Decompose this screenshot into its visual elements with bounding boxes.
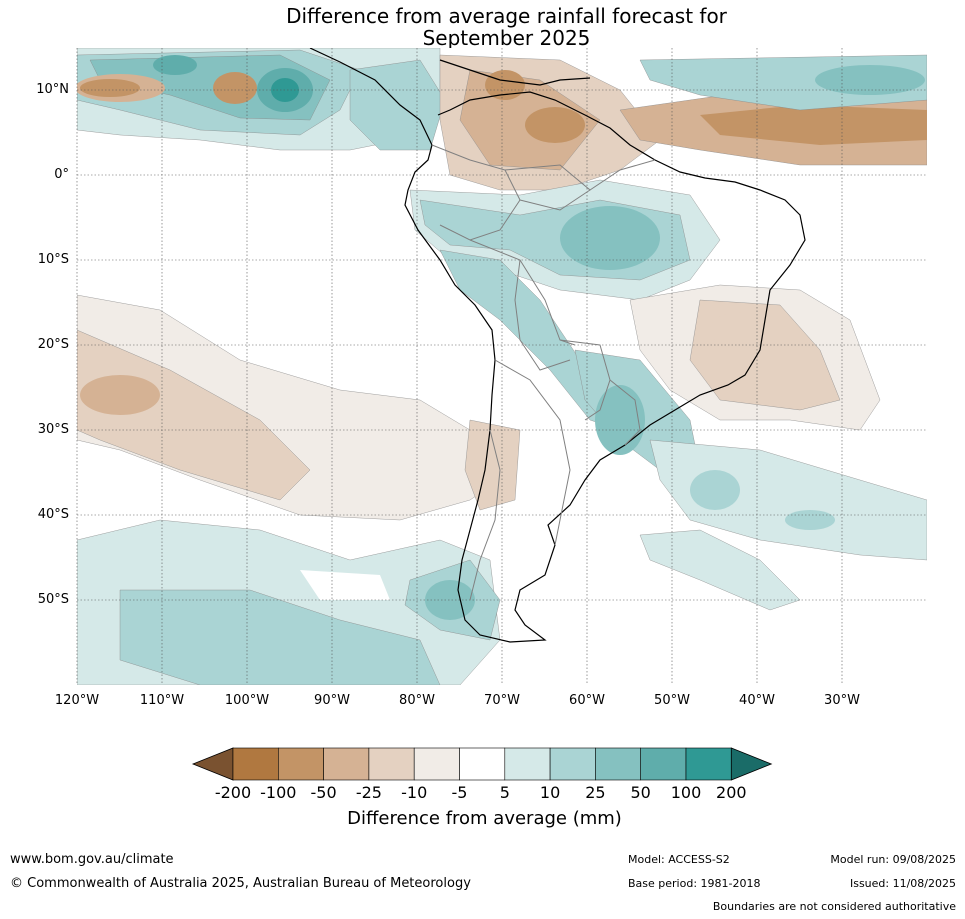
colorbar-tick-label: -5 [451,783,468,802]
lat-label-30s: 30°S [37,422,69,437]
colorbar-cell [640,747,687,781]
lon-label-90w: 90°W [314,693,350,708]
boundaries-disclaimer: Boundaries are not considered authoritat… [712,900,956,913]
copyright-text: © Commonwealth of Australia 2025, Austra… [10,876,471,891]
colorbar-tick-label: 25 [585,783,606,802]
colorbar-tick-label: 200 [716,783,747,802]
rainfall-map [76,48,927,685]
colorbar-tick-label: -50 [310,783,337,802]
colorbar-tick-label: -200 [214,783,252,802]
model-run-text: Model run: 09/08/2025 [830,853,956,866]
lon-label-120w: 120°W [54,693,100,708]
lon-label-60w: 60°W [569,693,605,708]
base-period-text: Base period: 1981-2018 [628,877,761,890]
map-title-line-2: September 2025 [422,26,591,50]
colorbar-tick-label: 5 [499,783,510,802]
lon-label-100w: 100°W [224,693,270,708]
colorbar-extend-high [730,747,773,781]
colorbar-cell [368,747,415,781]
colorbar-cell [595,747,641,781]
model-text: Model: ACCESS-S2 [628,853,730,866]
colorbar-tick-label: 10 [539,783,561,802]
colorbar-cell [685,747,732,781]
colorbar-cell [413,747,460,781]
colorbar-tick-label: -25 [355,783,382,802]
lon-label-70w: 70°W [484,693,520,708]
rainfall-anomaly-layer [77,48,927,685]
colorbar-tick-label: -10 [401,783,428,802]
lon-label-110w: 110°W [139,693,185,708]
colorbar [191,747,773,781]
lat-label-0: 0° [54,167,69,182]
lon-label-30w: 30°W [824,693,860,708]
colorbar-tick-label: 100 [670,783,702,802]
country-borders [431,144,656,601]
colorbar-cell [459,747,506,781]
colorbar-cell [323,747,370,781]
colorbar-tick-label: 50 [630,783,651,802]
lon-label-40w: 40°W [739,693,775,708]
lon-label-50w: 50°W [654,693,690,708]
bom-url-link[interactable]: www.bom.gov.au/climate [10,852,174,867]
colorbar-tick-label: -100 [260,783,297,802]
lat-label-20s: 20°S [37,337,69,352]
lat-label-10n: 10°N [36,82,69,97]
colorbar-cell [504,747,551,781]
colorbar-cell [549,747,596,781]
graticule [76,48,927,685]
lon-label-80w: 80°W [399,693,435,708]
map-title-line-1: Difference from average rainfall forecas… [286,4,727,28]
issued-text: Issued: 11/08/2025 [849,877,956,890]
colorbar-cell [278,747,324,781]
lat-label-50s: 50°S [37,592,69,607]
colorbar-label: Difference from average (mm) [347,808,622,829]
lat-label-40s: 40°S [37,507,69,522]
colorbar-cell [232,747,279,781]
lat-label-10s: 10°S [37,252,69,267]
colorbar-extend-low [191,747,234,781]
